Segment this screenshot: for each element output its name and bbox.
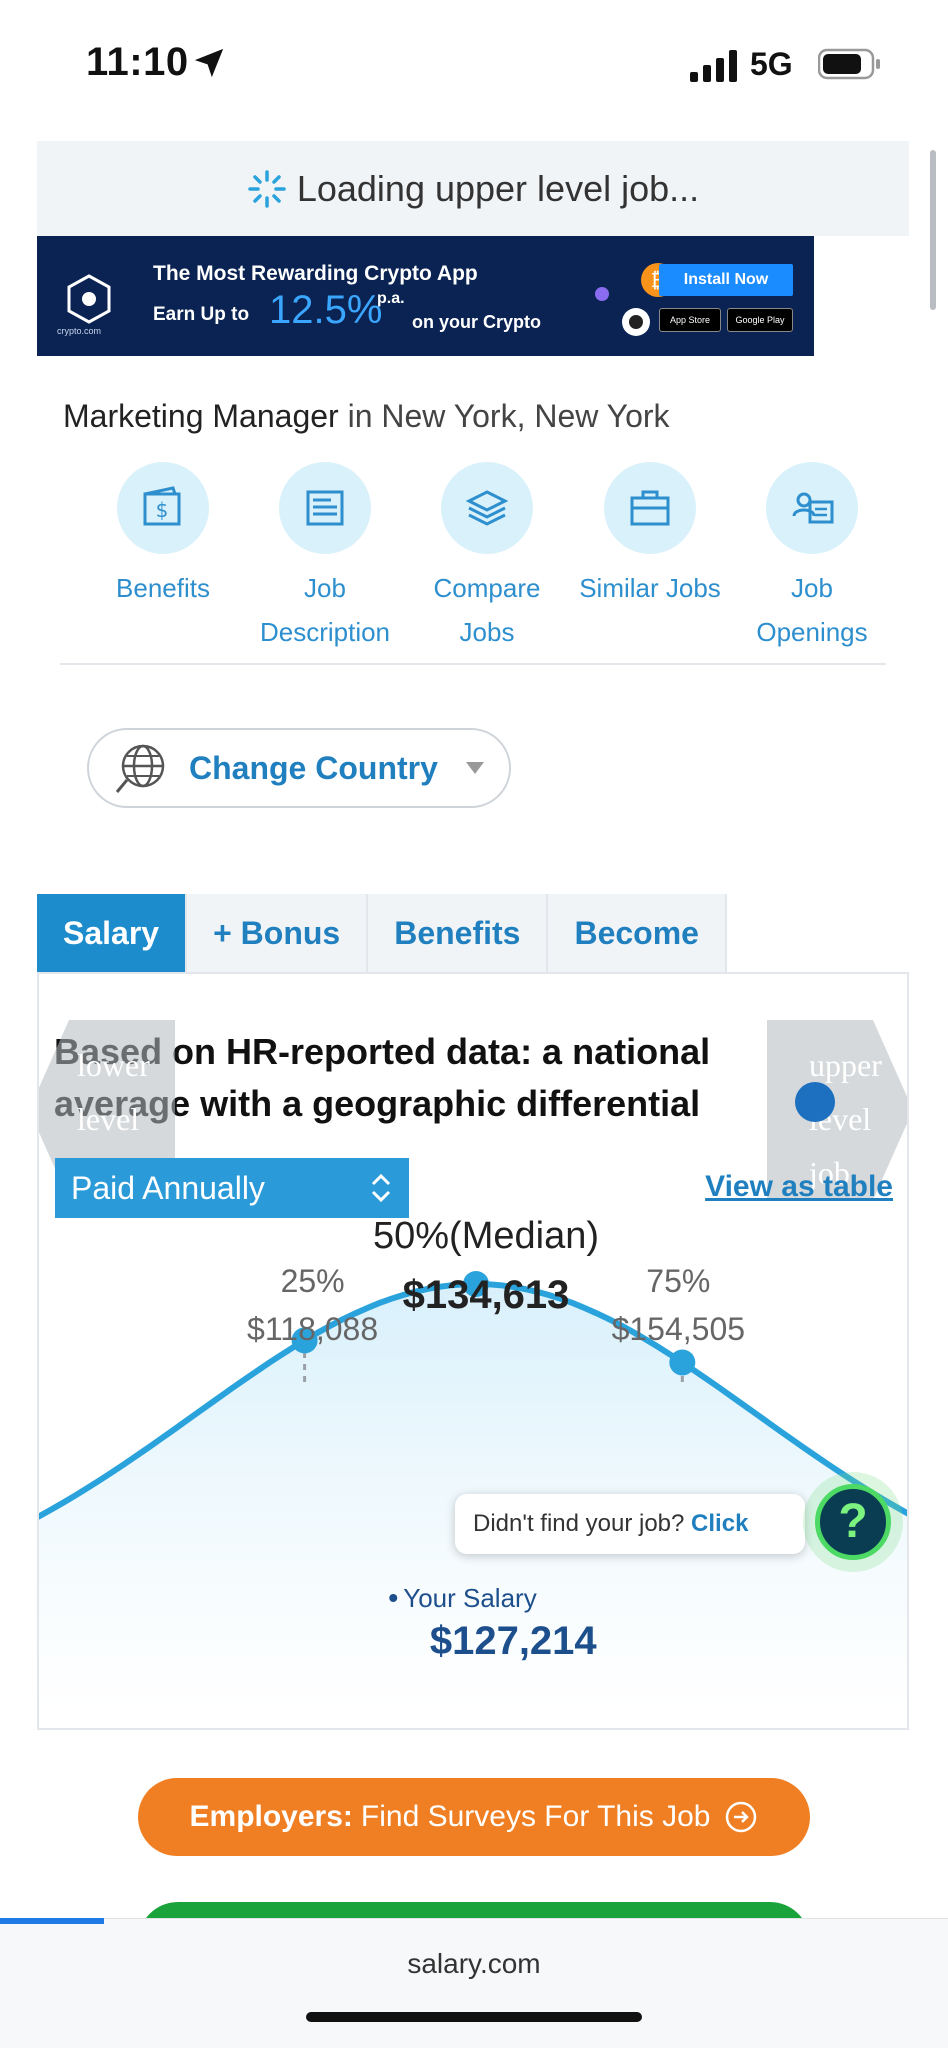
google-play-badge[interactable]: Google Play [727, 308, 793, 332]
change-country-dropdown[interactable]: Change Country [87, 728, 511, 808]
quick-nav-job-description[interactable]: Job Description [245, 462, 405, 654]
quick-nav-job-description-circle [279, 462, 371, 554]
your-salary-label: Your Salary [403, 1583, 536, 1613]
next-level-label: upper level job [809, 1047, 882, 1191]
question-icon: ? [815, 1484, 891, 1560]
status-bar: 11:10 5G [0, 0, 948, 130]
ad-banner[interactable]: crypto.com The Most Rewarding Crypto App… [37, 236, 814, 356]
percentile-25-value: $118,088 [247, 1311, 378, 1347]
scrollbar-thumb[interactable] [930, 150, 936, 310]
percentile-25-point[interactable] [291, 1327, 318, 1354]
quick-nav-benefits-circle: $ [117, 462, 209, 554]
percentile-75-value: $154,505 [612, 1311, 745, 1347]
quick-nav-benefits[interactable]: $ Benefits [83, 462, 243, 610]
quick-nav-similar-jobs[interactable]: Similar Jobs [570, 462, 730, 610]
ad-earn-suffix: on your Crypto [412, 312, 541, 332]
prev-level-arrow[interactable]: lower level job [39, 1020, 175, 1200]
quick-nav-label-group: Compare Jobs [407, 566, 567, 654]
quick-nav-label: Compare [433, 573, 541, 603]
quick-nav-label-group: Job Openings [732, 566, 892, 654]
job-title-name: Marketing Manager [63, 398, 339, 434]
home-indicator[interactable] [306, 2012, 642, 2022]
job-title: Marketing Manager in New York, New York [63, 398, 670, 435]
crypto-logo-icon [67, 274, 111, 324]
salary-chart-panel: 25% $118,088 50%(Median) $134,613 75% $1… [37, 972, 909, 1730]
quick-nav-similar-jobs-circle [604, 462, 696, 554]
employers-text: Find Surveys For This Job [360, 1800, 711, 1833]
section-divider [60, 663, 886, 665]
prev-arrow-shape [39, 1020, 175, 1200]
quick-nav-compare-jobs-circle [441, 462, 533, 554]
select-updown-icon [371, 1173, 391, 1203]
quick-nav-compare-jobs[interactable]: Compare Jobs [407, 462, 567, 654]
view-as-table-link[interactable]: View as table [705, 1170, 893, 1203]
tab-salary[interactable]: Salary [37, 894, 188, 972]
pay-period-value: Paid Annually [71, 1170, 265, 1206]
job-title-connector: in [347, 398, 373, 434]
tab-benefits[interactable]: Benefits [368, 894, 549, 972]
info-icon[interactable] [795, 1082, 835, 1122]
median-label: 50%(Median) [373, 1215, 599, 1257]
ad-earn-prefix: Earn Up to [153, 304, 250, 325]
wallet-dollar-icon: $ [143, 486, 181, 526]
ad-brand: crypto.com [57, 326, 102, 336]
quick-nav: $ Benefits Job Description C [60, 462, 910, 652]
quick-nav-label: Benefits [116, 573, 210, 603]
globe-icon [115, 744, 165, 793]
network-type: 5G [750, 46, 793, 82]
next-level-arrow[interactable]: upper level job [767, 1020, 907, 1200]
tab-become[interactable]: Become [548, 894, 727, 972]
tab-bonus[interactable]: + Bonus [187, 894, 369, 972]
percentile-25-label: 25% [281, 1263, 345, 1299]
page-load-progress [0, 1918, 104, 1924]
browser-toolbar [0, 1918, 948, 2048]
help-button[interactable]: ? [803, 1472, 903, 1572]
quick-nav-label: Job [304, 573, 346, 603]
document-icon [306, 490, 344, 526]
your-salary-value: $127,214 [430, 1619, 598, 1663]
ad-install-button[interactable]: Install Now [659, 264, 793, 296]
employers-surveys-button[interactable]: Employers: Find Surveys For This Job [138, 1778, 810, 1856]
quick-nav-label: Openings [756, 617, 868, 647]
help-bubble[interactable]: Didn't find your job? Click [455, 1494, 805, 1554]
your-salary-dot [389, 1594, 398, 1602]
ad-rate-suffix: p.a. [377, 290, 405, 307]
loading-text: Loading upper level job... [296, 167, 700, 209]
quick-nav-job-openings-circle [766, 462, 858, 554]
id-card-icon [792, 492, 834, 524]
address-bar-url[interactable]: salary.com [407, 1948, 541, 1979]
help-click-link[interactable]: Click [691, 1510, 749, 1537]
next-arrow-shape [767, 1020, 907, 1200]
percentile-75-point[interactable] [669, 1349, 696, 1376]
quick-nav-label: Jobs [459, 617, 515, 647]
layers-icon [465, 490, 509, 526]
quick-nav-label: Description [259, 617, 391, 647]
help-text: Didn't find your job? [473, 1510, 685, 1537]
quick-nav-label: Job [791, 573, 833, 603]
briefcase-icon [630, 490, 670, 526]
ad-headline: The Most Rewarding Crypto App [153, 262, 478, 285]
loading-banner: Loading upper level job... [37, 141, 909, 236]
svg-text:$: $ [156, 498, 169, 522]
quick-nav-label-group: Job Description [245, 566, 405, 654]
quick-nav-label: Similar Jobs [579, 573, 721, 603]
status-time: 11:10 [86, 40, 189, 84]
caret-down-icon [465, 762, 484, 774]
app-store-badge[interactable]: App Store [659, 308, 721, 332]
job-location: New York, New York [381, 398, 670, 434]
pay-period-select[interactable]: Paid Annually [55, 1158, 409, 1218]
change-country-label: Change Country [189, 749, 438, 786]
median-point[interactable] [463, 1271, 489, 1297]
battery-icon [818, 48, 880, 80]
salary-tabs: Salary + Bonus Benefits Become [37, 894, 727, 972]
percentile-75-label: 75% [646, 1263, 710, 1299]
spinner-icon [248, 169, 286, 208]
quick-nav-job-openings[interactable]: Job Openings [732, 462, 892, 654]
employers-label: Employers: [189, 1800, 353, 1833]
arrow-circle-right-icon [726, 1801, 757, 1833]
ad-rate: 12.5% [269, 288, 383, 332]
location-arrow-icon [194, 48, 224, 78]
signal-bars-icon [690, 50, 737, 82]
median-value: $134,613 [403, 1273, 570, 1317]
